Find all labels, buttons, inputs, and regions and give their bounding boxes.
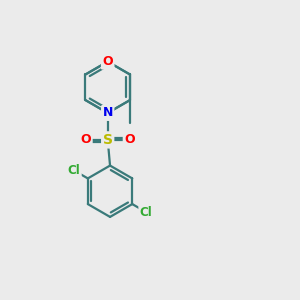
Text: O: O <box>102 55 113 68</box>
Text: Cl: Cl <box>68 164 80 177</box>
Text: O: O <box>81 134 91 146</box>
Text: S: S <box>103 133 113 147</box>
Text: N: N <box>103 106 113 119</box>
Text: O: O <box>124 134 135 146</box>
Text: Cl: Cl <box>140 206 152 219</box>
